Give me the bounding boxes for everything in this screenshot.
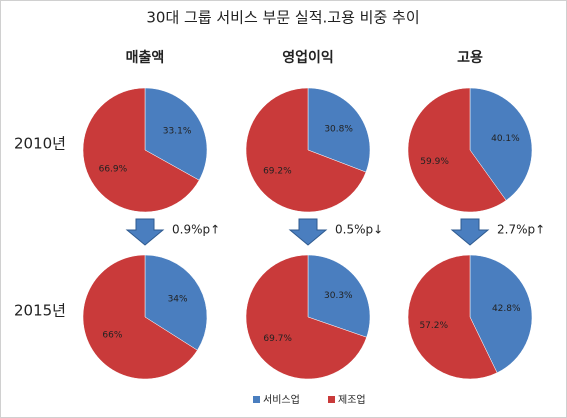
- chart-title: 30대 그룹 서비스 부문 실적.고용 비중 추이: [146, 9, 419, 27]
- change-label: 0.5%p↓: [335, 223, 383, 237]
- value-label: 30.8%: [324, 124, 353, 134]
- column-header: 매출액: [126, 49, 165, 66]
- pie-slice: [469, 254, 533, 374]
- value-label: 33.1%: [163, 127, 192, 137]
- value-label: 66.9%: [99, 164, 128, 174]
- arrow: [125, 218, 165, 246]
- pie-slice: [82, 87, 200, 213]
- value-label: 69.7%: [263, 334, 292, 344]
- row-label: 2010년: [14, 135, 66, 153]
- value-label: 57.2%: [419, 321, 448, 331]
- pie-slice: [245, 87, 367, 213]
- change-label: 0.9%p↑: [172, 223, 220, 237]
- value-label: 59.9%: [420, 157, 449, 167]
- value-label: 34%: [168, 295, 188, 305]
- pie-slice: [144, 87, 208, 181]
- column-header: 영업이익: [282, 49, 334, 66]
- legend-swatch: [253, 396, 260, 403]
- pie-slice: [245, 254, 367, 380]
- value-label: 40.1%: [491, 134, 520, 144]
- pie-slice: [307, 87, 371, 173]
- change-label: 2.7%p↑: [497, 223, 545, 237]
- pie-slice: [144, 254, 208, 351]
- pie-slice: [407, 254, 498, 380]
- arrow: [288, 218, 328, 246]
- value-label: 30.3%: [324, 291, 353, 301]
- pie-slice: [82, 254, 198, 380]
- value-label: 66%: [102, 330, 122, 340]
- value-label: 42.8%: [492, 304, 521, 314]
- row-label: 2015년: [14, 302, 66, 320]
- pie-slice: [469, 87, 533, 201]
- legend-label: 서비스업: [263, 393, 300, 406]
- pie-slice: [407, 87, 507, 213]
- legend-swatch: [328, 396, 335, 403]
- value-label: 69.2%: [263, 167, 292, 177]
- pie-slice: [307, 254, 371, 338]
- arrow: [450, 218, 490, 246]
- legend-label: 제조업: [338, 393, 366, 406]
- column-header: 고용: [457, 50, 483, 66]
